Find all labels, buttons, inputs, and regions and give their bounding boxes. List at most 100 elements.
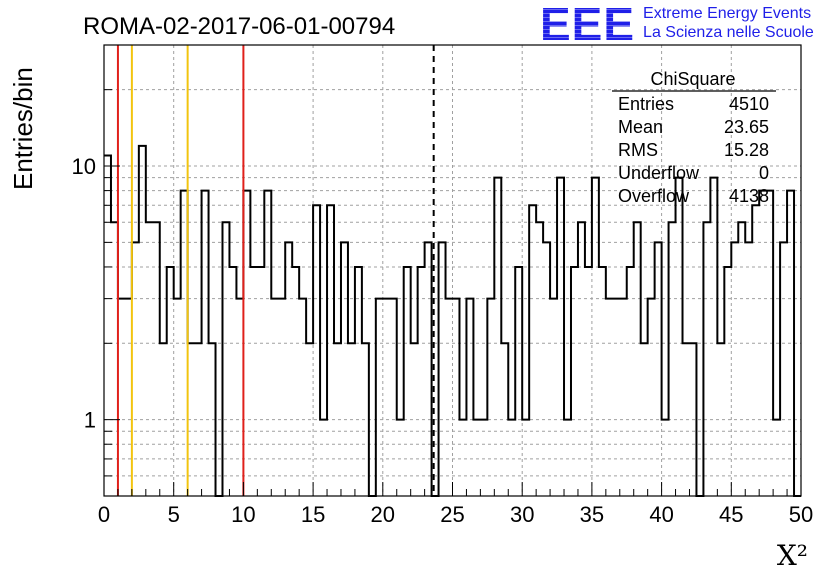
histogram-bin bbox=[418, 267, 425, 496]
histogram-bin bbox=[446, 299, 453, 496]
histogram-bin bbox=[738, 222, 745, 496]
stats-label-entries: Entries bbox=[618, 94, 674, 114]
histogram-bin bbox=[745, 242, 752, 496]
histogram-bin bbox=[348, 343, 355, 496]
x-tick-label: 5 bbox=[168, 502, 180, 527]
histogram-bin bbox=[543, 242, 550, 496]
histogram-bin bbox=[139, 146, 146, 496]
y-tick-label: 10 bbox=[72, 154, 96, 179]
histogram-bin bbox=[606, 299, 613, 496]
histogram-bin bbox=[397, 420, 404, 496]
logo-line-1: Extreme Energy Events bbox=[643, 5, 812, 22]
x-tick-label: 25 bbox=[440, 502, 464, 527]
histogram-bin bbox=[188, 343, 195, 496]
histogram-bin bbox=[459, 420, 466, 496]
histogram-bin bbox=[236, 299, 243, 496]
eee-logo: EEE Extreme Energy Events La Scienza nel… bbox=[540, 0, 814, 50]
histogram-bin bbox=[480, 420, 487, 496]
histogram-bin bbox=[787, 191, 794, 496]
histogram-bin bbox=[620, 299, 627, 496]
histogram-bin bbox=[118, 299, 125, 496]
histogram-bin bbox=[327, 205, 334, 496]
histogram-bin bbox=[313, 205, 320, 496]
histogram-bin bbox=[355, 267, 362, 496]
histogram-series bbox=[104, 144, 801, 497]
histogram-bin bbox=[195, 343, 202, 496]
histogram-bin bbox=[557, 178, 564, 496]
histogram-bin bbox=[515, 267, 522, 496]
stats-label-rms: RMS bbox=[618, 140, 658, 160]
histogram-bin bbox=[731, 242, 738, 496]
x-tick-label: 20 bbox=[371, 502, 395, 527]
stats-value-overflow: 4138 bbox=[729, 186, 769, 206]
histogram-outline bbox=[104, 144, 801, 497]
x-tick-label: 0 bbox=[98, 502, 110, 527]
histogram-bin bbox=[250, 267, 257, 496]
stats-box: ChiSquare Entries 4510 Mean 23.65 RMS 15… bbox=[612, 69, 776, 206]
histogram-bin bbox=[362, 343, 369, 496]
histogram-bin bbox=[641, 343, 648, 496]
eee-logo-mark: EEE bbox=[540, 0, 636, 50]
histogram-bin bbox=[669, 222, 676, 496]
histogram-bin bbox=[320, 420, 327, 496]
histogram-bin bbox=[292, 267, 299, 496]
histogram-bin bbox=[222, 222, 229, 496]
histogram-bin bbox=[271, 299, 278, 496]
histogram-bin bbox=[648, 299, 655, 496]
histogram-bin bbox=[174, 299, 181, 496]
histogram-bin bbox=[766, 191, 773, 496]
x-tick-label: 15 bbox=[301, 502, 325, 527]
histogram-bin bbox=[202, 191, 209, 496]
histogram-bin bbox=[773, 420, 780, 496]
stats-label-underflow: Underflow bbox=[618, 163, 700, 183]
chart-title: ROMA-02-2017-06-01-00794 bbox=[83, 13, 395, 40]
histogram-bin bbox=[536, 222, 543, 496]
histogram-bin bbox=[160, 343, 167, 496]
histogram-bin bbox=[676, 178, 683, 496]
histogram-bin bbox=[522, 420, 529, 496]
stats-label-overflow: Overflow bbox=[618, 186, 690, 206]
histogram-bin bbox=[627, 267, 634, 496]
histogram-bin bbox=[425, 242, 432, 496]
histogram-bin bbox=[564, 420, 571, 496]
histogram-bin bbox=[306, 343, 313, 496]
histogram-bin bbox=[411, 343, 418, 496]
histogram-bin bbox=[111, 222, 118, 496]
histogram-bin bbox=[780, 242, 787, 496]
histogram-bin bbox=[655, 242, 662, 496]
x-tick-label: 40 bbox=[649, 502, 673, 527]
y-tick-label: 1 bbox=[84, 408, 96, 433]
histogram-bin bbox=[710, 178, 717, 496]
histogram-bin bbox=[404, 267, 411, 496]
histogram-bin bbox=[683, 343, 690, 496]
histogram-bin bbox=[466, 299, 473, 496]
x-tick-label: 30 bbox=[510, 502, 534, 527]
histogram-bin bbox=[146, 222, 153, 496]
histogram-bin bbox=[550, 299, 557, 496]
stats-label-mean: Mean bbox=[618, 117, 663, 137]
histogram-bin bbox=[487, 299, 494, 496]
histogram-bin bbox=[383, 299, 390, 496]
x-tick-label: 35 bbox=[580, 502, 604, 527]
stats-value-rms: 15.28 bbox=[724, 140, 769, 160]
stats-title: ChiSquare bbox=[650, 69, 735, 89]
histogram-bin bbox=[717, 343, 724, 496]
x-tick-label: 10 bbox=[231, 502, 255, 527]
histogram-bin bbox=[132, 242, 139, 496]
histogram-bin bbox=[585, 267, 592, 496]
tick-labels: 0 5 10 15 20 25 30 35 40 45 50 1 10 bbox=[72, 154, 814, 527]
stats-value-mean: 23.65 bbox=[724, 117, 769, 137]
histogram-bin bbox=[752, 205, 759, 496]
x-tick-label: 45 bbox=[719, 502, 743, 527]
histogram-bin bbox=[285, 242, 292, 496]
histogram-bin bbox=[592, 178, 599, 496]
histogram-bin bbox=[376, 299, 383, 496]
x-tick-label: 50 bbox=[789, 502, 813, 527]
y-axis-label: Entries/bin bbox=[8, 67, 38, 190]
histogram-bin bbox=[508, 420, 515, 496]
histogram-bin bbox=[278, 299, 285, 496]
histogram-bin bbox=[341, 242, 348, 496]
histogram-bin bbox=[257, 267, 264, 496]
histogram-bin bbox=[390, 299, 397, 496]
logo-line-2: La Scienza nelle Scuole bbox=[643, 24, 814, 41]
